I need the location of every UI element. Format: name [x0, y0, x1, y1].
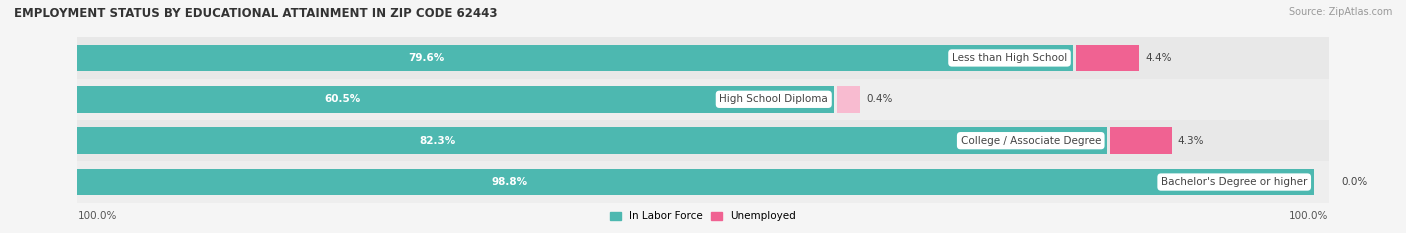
- Text: 4.4%: 4.4%: [1144, 53, 1171, 63]
- Text: Bachelor's Degree or higher: Bachelor's Degree or higher: [1161, 177, 1308, 187]
- Bar: [77, 169, 1313, 195]
- Text: 0.0%: 0.0%: [1341, 177, 1368, 187]
- Text: 4.3%: 4.3%: [1178, 136, 1205, 146]
- Bar: [1076, 45, 1139, 71]
- Bar: [1109, 127, 1171, 154]
- Text: College / Associate Degree: College / Associate Degree: [960, 136, 1101, 146]
- Bar: [77, 86, 834, 113]
- Text: Less than High School: Less than High School: [952, 53, 1067, 63]
- Text: 100.0%: 100.0%: [77, 211, 117, 220]
- Legend: In Labor Force, Unemployed: In Labor Force, Unemployed: [606, 207, 800, 226]
- Text: 79.6%: 79.6%: [408, 53, 444, 63]
- Text: 82.3%: 82.3%: [419, 136, 456, 146]
- Text: 100.0%: 100.0%: [1289, 211, 1329, 220]
- Bar: [77, 127, 1107, 154]
- Bar: [837, 86, 859, 113]
- Text: 60.5%: 60.5%: [325, 94, 360, 104]
- Text: High School Diploma: High School Diploma: [720, 94, 828, 104]
- Text: 0.4%: 0.4%: [866, 94, 893, 104]
- Bar: [77, 45, 1073, 71]
- Text: EMPLOYMENT STATUS BY EDUCATIONAL ATTAINMENT IN ZIP CODE 62443: EMPLOYMENT STATUS BY EDUCATIONAL ATTAINM…: [14, 7, 498, 20]
- Text: Source: ZipAtlas.com: Source: ZipAtlas.com: [1288, 7, 1392, 17]
- Text: 98.8%: 98.8%: [492, 177, 529, 187]
